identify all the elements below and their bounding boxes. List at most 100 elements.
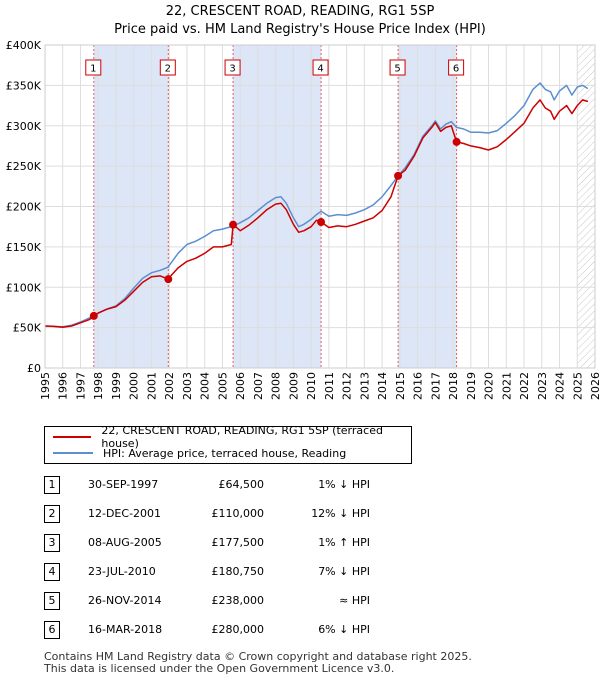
x-tick-label: 1998 (92, 372, 105, 400)
chart-legend: 22, CRESCENT ROAD, READING, RG1 5SP (ter… (44, 424, 412, 464)
chart-title: 22, CRESCENT ROAD, READING, RG1 5SP (165, 4, 435, 19)
y-tick-label: £200K (6, 201, 42, 214)
x-tick-label: 2002 (163, 372, 176, 400)
price-chart: 1 2 3 4 5 6 £0 £50K £100K £150K £200K £250K £300K £35… (6, 39, 600, 400)
sale-number-label: 1 (90, 64, 96, 75)
sale-number-label: 4 (317, 64, 323, 75)
sale-number-label: 3 (229, 64, 235, 75)
x-tick-label: 2016 (412, 372, 425, 400)
x-tick-label: 2018 (447, 372, 460, 400)
sale-date: 16-MAR-2018 (88, 623, 163, 636)
x-tick-label: 2023 (536, 372, 549, 400)
x-tick-label: 2017 (429, 372, 442, 400)
sale-number: 3 (44, 534, 60, 552)
sale-price: £180,750 (211, 565, 265, 578)
x-tick-label: 2011 (323, 372, 336, 400)
sale-hpi-diff: ≈ HPI (339, 594, 370, 607)
sale-number-box (389, 59, 406, 76)
sale-price: £280,000 (211, 623, 265, 636)
sale-date: 30-SEP-1997 (88, 478, 159, 491)
sale-date: 23-JUL-2010 (88, 565, 156, 578)
x-tick-label: 2003 (181, 372, 194, 400)
sale-point (164, 275, 173, 284)
x-tick-label: 2009 (287, 372, 300, 400)
x-tick-label: 1995 (39, 372, 52, 400)
sale-number: 1 (44, 476, 60, 494)
y-tick-label: £400K (6, 39, 42, 52)
sale-number: 4 (44, 563, 60, 581)
x-tick-label: 2004 (199, 372, 212, 400)
y-tick-label: £250K (6, 160, 42, 173)
x-tick-label: 1999 (110, 372, 123, 400)
footer-line-2: This data is licensed under the Open Gov… (44, 662, 395, 675)
x-tick-label: 2022 (518, 372, 531, 400)
x-tick-label: 2012 (341, 372, 354, 400)
sale-row: 4 23-JUL-2010 £180,750 7% ↓ HPI (44, 563, 444, 583)
sale-hpi-diff: 1% ↑ HPI (318, 536, 370, 549)
plot-border (44, 44, 596, 369)
sale-number-label: 2 (165, 64, 171, 75)
legend-swatch-hpi (53, 452, 93, 454)
sale-row: 3 08-AUG-2005 £177,500 1% ↑ HPI (44, 534, 444, 554)
sale-point (229, 220, 238, 229)
y-tick-label: £300K (6, 120, 42, 133)
footer-attribution: Contains HM Land Registry data © Crown c… (44, 651, 472, 675)
sale-hpi-diff: 6% ↓ HPI (318, 623, 370, 636)
x-tick-label: 2007 (252, 372, 265, 400)
sale-point (452, 137, 461, 146)
sale-date: 12-DEC-2001 (88, 507, 162, 520)
sale-price: £238,000 (211, 594, 265, 607)
x-tick-label: 2014 (376, 372, 389, 400)
y-tick-label: £50K (13, 322, 42, 335)
sale-price: £64,500 (218, 478, 265, 491)
chart-subtitle: Price paid vs. HM Land Registry's House … (114, 22, 486, 37)
sale-number-label: 5 (394, 64, 400, 75)
y-tick-label: £150K (6, 241, 42, 254)
sale-hpi-diff: 12% ↓ HPI (311, 507, 370, 520)
x-tick-label: 2025 (571, 372, 584, 400)
y-tick-label: £0 (27, 362, 41, 375)
sale-hpi-diff: 1% ↓ HPI (318, 478, 370, 491)
x-tick-label: 2013 (358, 372, 371, 400)
x-tick-label: 2005 (216, 372, 229, 400)
x-tick-label: 1997 (74, 372, 87, 400)
sale-date: 26-NOV-2014 (88, 594, 162, 607)
sale-point (394, 171, 403, 180)
hpi-line (44, 82, 589, 328)
x-tick-label: 2001 (145, 372, 158, 400)
x-tick-label: 2021 (500, 372, 513, 400)
sale-date: 08-AUG-2005 (88, 536, 162, 549)
sale-row: 5 26-NOV-2014 £238,000 ≈ HPI (44, 592, 444, 612)
x-tick-label: 2026 (589, 372, 600, 400)
sale-row: 6 16-MAR-2018 £280,000 6% ↓ HPI (44, 621, 444, 641)
sale-number-box (224, 59, 241, 76)
x-tick-label: 2015 (394, 372, 407, 400)
x-tick-label: 1996 (57, 372, 70, 400)
sale-point (89, 311, 98, 320)
legend-label-hpi: HPI: Average price, terraced house, Read… (103, 446, 347, 460)
x-tick-label: 2024 (554, 372, 567, 400)
x-tick-label: 2020 (483, 372, 496, 400)
legend-label-property: 22, CRESCENT ROAD, READING, RG1 5SP (ter… (101, 424, 383, 450)
sale-number: 5 (44, 592, 60, 610)
y-tick-label: £350K (6, 79, 42, 92)
sale-price: £177,500 (211, 536, 265, 549)
sale-price: £110,000 (211, 507, 265, 520)
sale-number: 2 (44, 505, 60, 523)
sale-number-label: 6 (453, 64, 459, 75)
sale-point (317, 218, 326, 227)
legend-swatch-property (53, 436, 92, 438)
x-tick-label: 2010 (305, 372, 318, 400)
sale-number-box (159, 59, 176, 76)
sale-row: 2 12-DEC-2001 £110,000 12% ↓ HPI (44, 505, 444, 525)
x-tick-label: 2000 (128, 372, 141, 400)
legend-item-hpi: HPI: Average price, terraced house, Read… (53, 446, 346, 460)
legend-item-property: 22, CRESCENT ROAD, READING, RG1 5SP (ter… (53, 424, 411, 450)
sale-number: 6 (44, 621, 60, 639)
x-tick-label: 2008 (270, 372, 283, 400)
footer-line-1: Contains HM Land Registry data © Crown c… (44, 650, 472, 663)
sale-number-box (312, 59, 329, 76)
sale-row: 1 30-SEP-1997 £64,500 1% ↓ HPI (44, 476, 444, 496)
x-tick-label: 2019 (465, 372, 478, 400)
sale-number-box (85, 59, 102, 76)
